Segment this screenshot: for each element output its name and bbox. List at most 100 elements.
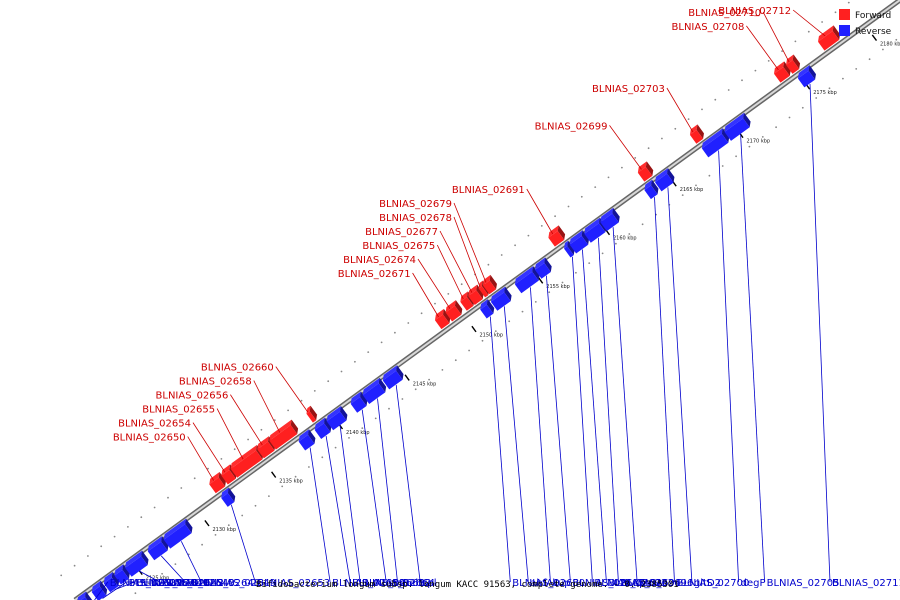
gene-label[interactable]: kup xyxy=(552,578,570,589)
gene-block[interactable] xyxy=(722,112,753,141)
gene-block[interactable] xyxy=(443,300,464,322)
gene-label[interactable]: BLNIAS_02678 xyxy=(379,213,452,224)
gene-label[interactable]: BLNIAS_02712 xyxy=(718,6,791,17)
gene-block[interactable] xyxy=(112,564,132,585)
gene-block[interactable] xyxy=(75,591,95,600)
gene-block[interactable] xyxy=(688,124,707,144)
gene-block[interactable] xyxy=(562,240,577,258)
gene-block[interactable] xyxy=(478,299,497,319)
gene-label[interactable]: BLNIAS_02680 xyxy=(512,578,585,589)
label-leader xyxy=(546,275,571,583)
minor-tick-dot xyxy=(754,69,757,72)
gene-block[interactable] xyxy=(513,266,542,294)
gene-block[interactable] xyxy=(161,518,194,549)
gene-label[interactable]: gltD2 xyxy=(694,578,721,589)
gene-block-top xyxy=(482,274,491,286)
scale-tick-label: 2175 kbp xyxy=(813,90,837,96)
gene-label[interactable]: BLNIAS_02641 xyxy=(137,578,210,589)
gene-block[interactable] xyxy=(101,571,121,593)
gene-block[interactable] xyxy=(489,286,514,311)
gene-block-face xyxy=(326,411,347,431)
gene-label[interactable]: BLNIAS_02639 xyxy=(110,578,183,589)
gene-block[interactable] xyxy=(219,487,238,507)
gene-block[interactable] xyxy=(546,225,567,247)
label-leader xyxy=(216,408,244,460)
gene-block[interactable] xyxy=(296,429,317,451)
gene-label[interactable]: BLNIAS_02648 xyxy=(187,578,260,589)
gene-block[interactable] xyxy=(304,405,319,423)
gene-block[interactable] xyxy=(207,471,228,494)
gene-block[interactable] xyxy=(796,65,819,88)
gene-label[interactable]: BLNIAS_02658 xyxy=(179,377,252,388)
gene-label[interactable]: BLNIAS_02708 xyxy=(672,22,745,33)
gene-block[interactable] xyxy=(145,536,170,561)
gene-block-face xyxy=(314,423,331,439)
gene-label[interactable]: BLNIAS_02696 xyxy=(620,578,693,589)
gene-label[interactable]: BLNIAS_02660 xyxy=(201,363,274,374)
gene-label[interactable]: BLNIAS_02656 xyxy=(156,391,229,402)
gene-label[interactable]: BLNIAS_02705 xyxy=(767,578,840,589)
minor-tick-dot xyxy=(374,417,377,420)
minor-tick-dot xyxy=(761,136,764,138)
gene-label[interactable]: BLNIAS_02642 xyxy=(151,578,224,589)
gene-label[interactable]: BLNIAS_02654 xyxy=(118,419,191,430)
gene-block[interactable] xyxy=(533,257,554,279)
gene-block-top xyxy=(350,391,361,404)
gene-block[interactable] xyxy=(481,274,500,295)
gene-label[interactable]: BLNIAS_02661 xyxy=(352,578,425,589)
gene-label[interactable]: purA xyxy=(639,578,663,589)
gene-label[interactable]: BLNIAS_02694 xyxy=(608,578,681,589)
gene-label[interactable]: BLNIAS_02703 xyxy=(592,84,665,95)
gene-label[interactable]: spl xyxy=(422,578,436,589)
gene-block[interactable] xyxy=(348,391,369,413)
gene-label[interactable]: BLNIAS_02653 xyxy=(257,578,330,589)
gene-block[interactable] xyxy=(324,406,349,431)
gene-block[interactable] xyxy=(700,128,732,158)
gene-label[interactable]: melB2 xyxy=(400,578,432,589)
gene-block[interactable] xyxy=(642,179,661,200)
gene-label[interactable]: abfA1 xyxy=(530,578,559,589)
gene-label[interactable]: BLNIAS_02643 xyxy=(162,578,235,589)
gene-block[interactable] xyxy=(360,377,388,404)
gene-label[interactable]: BLNIAS_02650 xyxy=(113,433,186,444)
gene-label[interactable]: BLNIAS_02659 xyxy=(332,578,405,589)
gene-block[interactable] xyxy=(784,54,803,74)
gene-block[interactable] xyxy=(636,161,656,182)
gene-block[interactable] xyxy=(567,230,591,254)
label-leader xyxy=(503,306,529,583)
gene-label[interactable]: BLNIAS_02687 xyxy=(572,578,645,589)
gene-label[interactable]: BLNIAS_02664 xyxy=(362,578,435,589)
gene-label[interactable]: BLNIAS_02677 xyxy=(365,227,438,238)
gene-label[interactable]: BLNIAS_02693 xyxy=(594,578,667,589)
gene-block[interactable] xyxy=(312,417,333,439)
gene-block-side xyxy=(141,550,149,566)
minor-tick-dot xyxy=(828,87,831,90)
gene-block[interactable] xyxy=(380,365,405,390)
gene-block[interactable] xyxy=(653,168,677,192)
gene-label[interactable]: BLNIAS_02675 xyxy=(362,241,435,252)
gene-block[interactable] xyxy=(598,207,622,232)
gene-label[interactable]: BLNIAS_02674 xyxy=(343,255,416,266)
gene-block[interactable] xyxy=(466,284,486,305)
gene-label[interactable]: BLNIAS_02700 xyxy=(677,578,750,589)
minor-tick-dot xyxy=(847,1,850,4)
gene-label[interactable]: BLNIAS_02655 xyxy=(142,405,215,416)
gene-block[interactable] xyxy=(123,550,151,577)
gene-block[interactable] xyxy=(772,61,793,83)
gene-label[interactable]: degP xyxy=(741,578,766,589)
gene-block-top xyxy=(147,536,163,552)
gene-label[interactable]: BLNIAS_02699 xyxy=(535,121,608,132)
gene-label[interactable]: BLNIAS_02679 xyxy=(379,199,452,210)
gene-label[interactable]: BLNIAS_02671 xyxy=(338,269,411,280)
gene-label[interactable]: BLNIAS_02649 xyxy=(203,578,276,589)
gene-label[interactable]: BLNIAS_02710 xyxy=(688,8,761,19)
gene-label[interactable]: scrR xyxy=(388,578,410,589)
gene-block[interactable] xyxy=(433,308,453,330)
gene-block[interactable] xyxy=(267,419,300,450)
gene-block-top xyxy=(490,286,506,302)
gene-label[interactable]: BLNIAS_02711 xyxy=(832,578,900,589)
gene-label[interactable]: BLNIAS_02691 xyxy=(452,185,525,196)
gene-block[interactable] xyxy=(816,25,843,51)
scale-tick-mark xyxy=(871,34,878,42)
gene-label[interactable]: BLNIAS_02640 xyxy=(129,578,202,589)
